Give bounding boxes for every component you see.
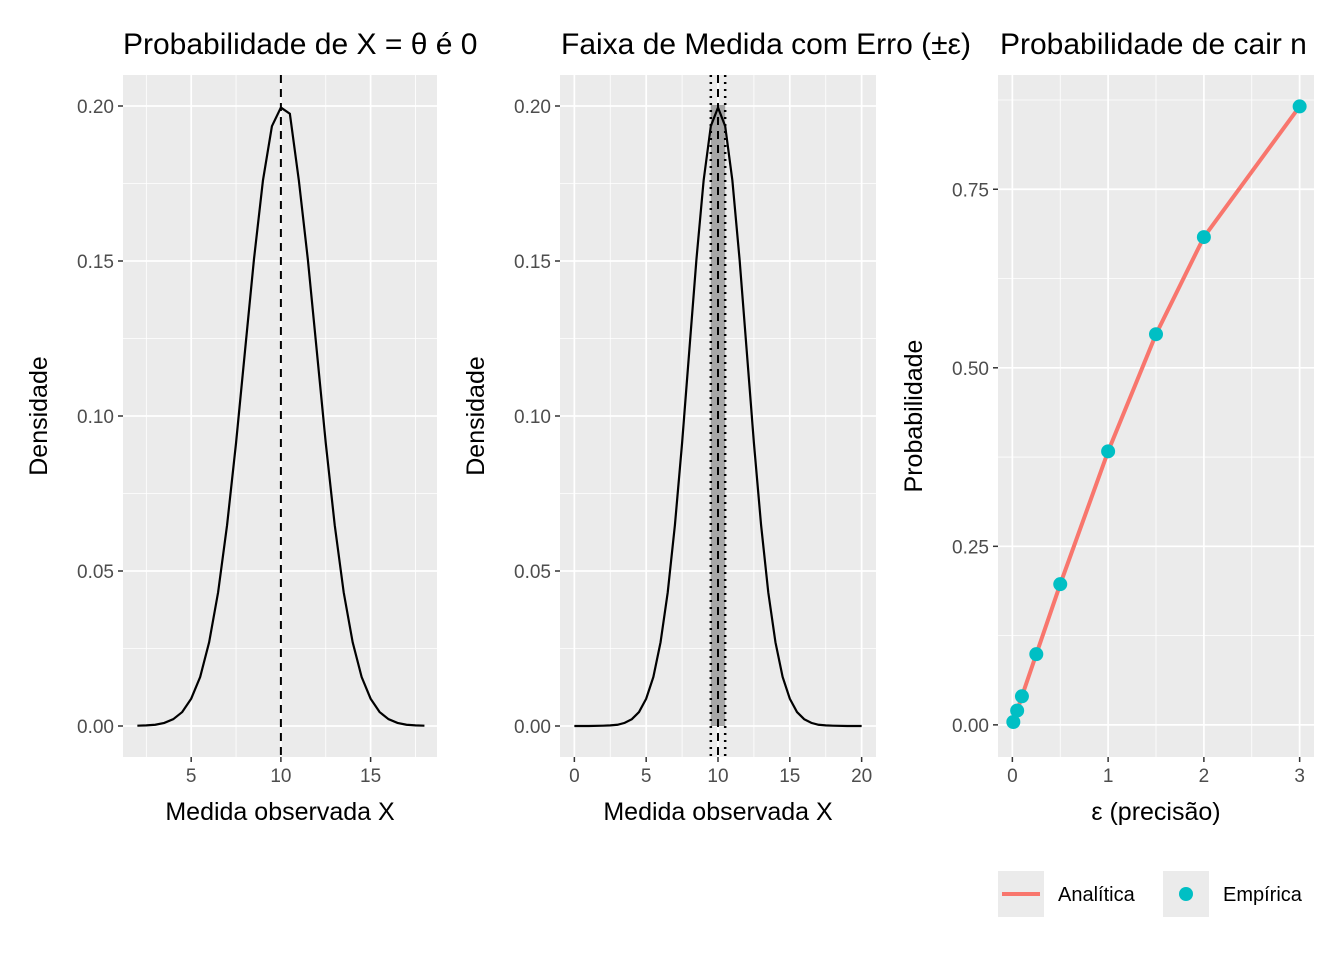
y-tick-label: 0.00 (952, 716, 989, 737)
y-tick-label: 0.00 (77, 717, 114, 738)
x-tick-label: 1 (1103, 766, 1114, 787)
x-tick-label: 0 (569, 766, 580, 787)
y-tick-label: 0.25 (952, 537, 989, 558)
y-tick-label: 0.05 (77, 562, 114, 583)
panel-title: Faixa de Medida com Erro (±ε) (561, 28, 971, 61)
y-tick-label: 0.50 (952, 359, 989, 380)
y-tick-label: 0.20 (514, 97, 551, 118)
data-point-empirica (1014, 689, 1029, 704)
data-point-empirica (1149, 327, 1163, 342)
data-point-empirica (1006, 715, 1021, 730)
legend: Analítica Empírica (998, 871, 1303, 917)
x-axis-label: ε (precisão) (1091, 798, 1220, 826)
x-tick-label: 5 (186, 766, 197, 787)
panel-title: Probabilidade de X = θ é 0 (123, 28, 477, 61)
panel-2: 0 5 10 15 20 0.00 0.05 0.10 0.15 0.20 Medida obser… (462, 75, 876, 826)
y-tick-label: 0.10 (514, 407, 551, 428)
y-axis-label: Densidade (462, 356, 490, 476)
y-tick-label: 0.10 (77, 407, 114, 428)
panel-3: 0 1 2 3 0.00 0.25 0.50 0.75 ε (precisão) Probabil… (900, 75, 1314, 826)
data-point-empirica (1053, 577, 1068, 592)
y-tick-label: 0.20 (77, 97, 114, 118)
legend-point-icon (1179, 887, 1193, 901)
x-tick-label: 2 (1199, 766, 1210, 787)
data-point-empirica (1101, 444, 1116, 459)
panel-1: 5 10 15 0.00 0.05 0.10 0.15 0.20 Medida observad… (25, 75, 437, 826)
x-axis-label: Medida observada X (603, 798, 833, 826)
y-tick-label: 0.05 (514, 562, 551, 583)
y-tick-label: 0.75 (952, 180, 989, 201)
x-tick-label: 0 (1007, 766, 1018, 787)
data-point-empirica (1292, 99, 1307, 114)
x-tick-label: 20 (851, 766, 872, 787)
y-tick-label: 0.00 (514, 717, 551, 738)
x-axis-label: Medida observada X (165, 798, 395, 826)
x-tick-label: 10 (707, 766, 728, 787)
x-tick-label: 5 (641, 766, 652, 787)
x-tick-label: 15 (360, 766, 381, 787)
legend-label-analitica: Analítica (1058, 884, 1136, 906)
x-tick-label: 3 (1294, 766, 1305, 787)
y-axis-label: Probabilidade (900, 340, 928, 493)
y-tick-label: 0.15 (77, 252, 114, 273)
x-tick-label: 10 (270, 766, 291, 787)
y-axis-label: Densidade (25, 356, 53, 476)
data-point-empirica (1010, 703, 1025, 718)
legend-label-empirica: Empírica (1223, 884, 1303, 906)
x-tick-label: 15 (779, 766, 800, 787)
data-point-empirica (1196, 230, 1211, 245)
data-point-empirica (1029, 647, 1044, 662)
y-tick-label: 0.15 (514, 252, 551, 273)
panel-title: Probabilidade de cair n (1000, 28, 1307, 61)
